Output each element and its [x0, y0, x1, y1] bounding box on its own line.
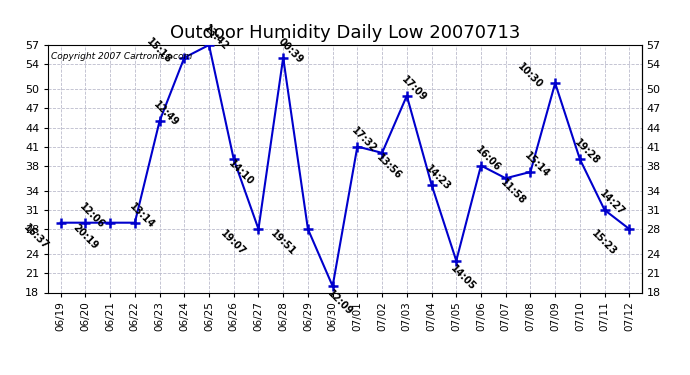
Text: 19:51: 19:51 [268, 228, 297, 257]
Text: 19:07: 19:07 [219, 228, 248, 257]
Text: 12:09: 12:09 [325, 288, 354, 317]
Text: 12:06: 12:06 [78, 201, 107, 230]
Text: 13:56: 13:56 [375, 152, 404, 181]
Text: 15:14: 15:14 [523, 150, 552, 180]
Text: 00:39: 00:39 [275, 36, 304, 65]
Text: 16:06: 16:06 [473, 144, 502, 173]
Text: 17:09: 17:09 [400, 74, 428, 104]
Text: 13:42: 13:42 [201, 24, 230, 52]
Text: 15:23: 15:23 [590, 228, 619, 257]
Text: 14:23: 14:23 [424, 163, 453, 192]
Text: 14:27: 14:27 [597, 189, 626, 218]
Text: 19:28: 19:28 [572, 138, 602, 167]
Text: 10:30: 10:30 [515, 62, 544, 91]
Text: 13:14: 13:14 [127, 201, 156, 230]
Text: 14:10: 14:10 [226, 159, 255, 188]
Title: Outdoor Humidity Daily Low 20070713: Outdoor Humidity Daily Low 20070713 [170, 24, 520, 42]
Text: 12:49: 12:49 [152, 100, 181, 129]
Text: 14:05: 14:05 [448, 263, 477, 292]
Text: 16:37: 16:37 [21, 222, 50, 251]
Text: 15:18: 15:18 [145, 36, 174, 65]
Text: 20:19: 20:19 [70, 222, 99, 251]
Text: Copyright 2007 Cartronics.com: Copyright 2007 Cartronics.com [51, 53, 193, 62]
Text: 17:32: 17:32 [350, 125, 379, 154]
Text: 11:58: 11:58 [498, 178, 527, 207]
